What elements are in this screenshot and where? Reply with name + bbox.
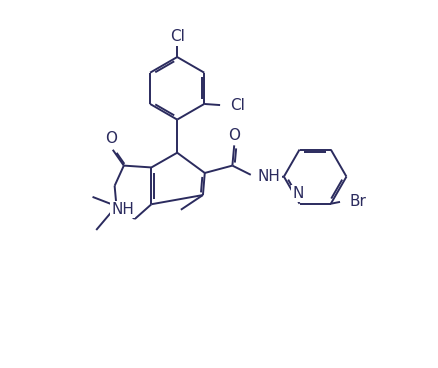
Text: Br: Br — [349, 194, 366, 209]
Text: O: O — [228, 128, 240, 142]
Text: N: N — [291, 186, 303, 201]
Text: Cl: Cl — [230, 98, 245, 113]
Text: O: O — [105, 131, 117, 146]
Text: NH: NH — [111, 202, 134, 217]
Text: NH: NH — [257, 169, 279, 184]
Text: Cl: Cl — [170, 29, 184, 44]
